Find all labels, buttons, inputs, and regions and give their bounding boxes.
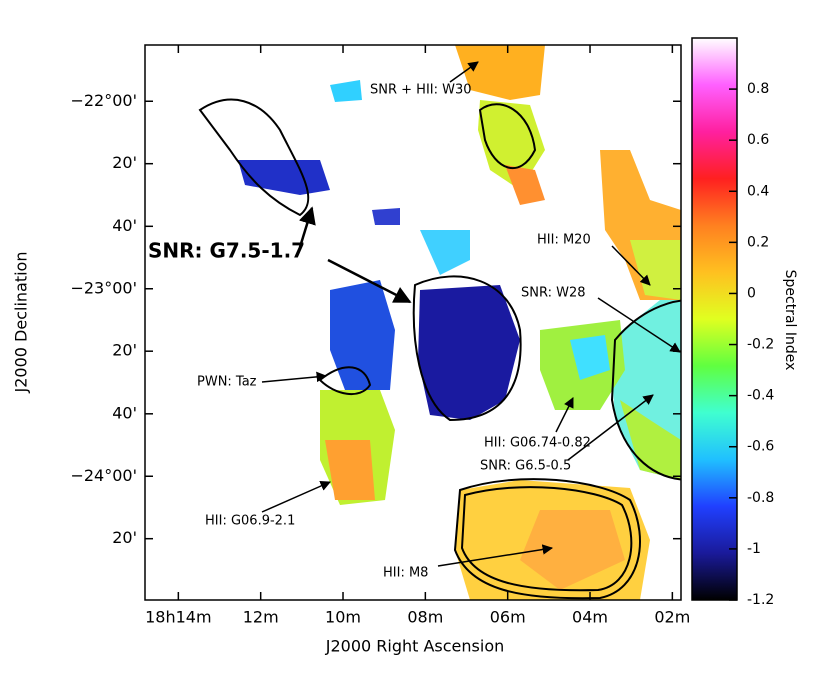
- annotation-arrow: [327, 258, 412, 304]
- colorbar-tick-label: 0.4: [747, 183, 769, 199]
- x-tick-label: 02m: [654, 608, 690, 627]
- image-map: [198, 45, 681, 600]
- annotation: PWN: Taz: [197, 375, 257, 390]
- colorbar-tick-label: -1.2: [747, 592, 774, 608]
- y-axis-label: J2000 Declination: [12, 252, 31, 394]
- y-tick-label: −24°00': [70, 466, 137, 485]
- annotation-arrow: [449, 61, 479, 83]
- annotation-arrow: [611, 245, 651, 286]
- x-tick-label: 18h14m: [145, 608, 211, 627]
- colorbar-tick-label: -1: [747, 541, 761, 557]
- annotation: SNR: W28: [521, 286, 586, 301]
- y-tick-label: 20': [112, 528, 137, 547]
- colorbar-tick-label: -0.2: [747, 337, 774, 353]
- colorbar-label: Spectral Index: [782, 270, 798, 371]
- colorbar-tick-label: -0.8: [747, 490, 774, 506]
- annotation: HII: M20: [537, 233, 591, 248]
- annotation-arrow: [437, 544, 554, 567]
- y-tick-label: 20': [112, 341, 137, 360]
- y-tick-label: −22°00': [70, 91, 137, 110]
- plot-frame: [144, 44, 682, 601]
- colorbar-tick-label: -0.6: [747, 439, 774, 455]
- annotation: HII: M8: [383, 566, 428, 581]
- y-tick-label: −23°00': [70, 278, 137, 297]
- annotation-arrow: [555, 397, 574, 433]
- colorbar-tick-label: 0.6: [747, 132, 769, 148]
- x-tick-label: 12m: [243, 608, 279, 627]
- x-tick-label: 10m: [325, 608, 361, 627]
- colorbar-tick-label: 0.8: [747, 81, 769, 97]
- annotation-arrow: [597, 297, 681, 353]
- annotation: SNR: G7.5-1.7: [148, 239, 305, 263]
- y-tick-label: 20': [112, 153, 137, 172]
- annotation-arrow: [567, 394, 654, 461]
- colorbar-tick-label: 0.2: [747, 234, 769, 250]
- annotation: SNR: G6.5-0.5: [480, 459, 571, 474]
- x-tick-label: 08m: [407, 608, 443, 627]
- x-tick-label: 06m: [490, 608, 526, 627]
- colorbar-tick-label: -0.4: [747, 388, 774, 404]
- annotation-arrow: [261, 371, 328, 383]
- annotation: HII: G06.74-0.82: [484, 436, 591, 451]
- annotation-arrow: [261, 481, 331, 513]
- colorbar: [691, 37, 738, 601]
- x-tick-label: 04m: [572, 608, 608, 627]
- y-tick-label: 40': [112, 403, 137, 422]
- annotation: HII: G06.9-2.1: [205, 514, 295, 529]
- y-tick-label: 40': [112, 216, 137, 235]
- colorbar-tick-label: 0: [747, 285, 756, 301]
- x-axis-label: J2000 Right Ascension: [325, 637, 505, 656]
- annotation-arrow: [298, 206, 316, 248]
- annotation: SNR + HII: W30: [370, 83, 472, 98]
